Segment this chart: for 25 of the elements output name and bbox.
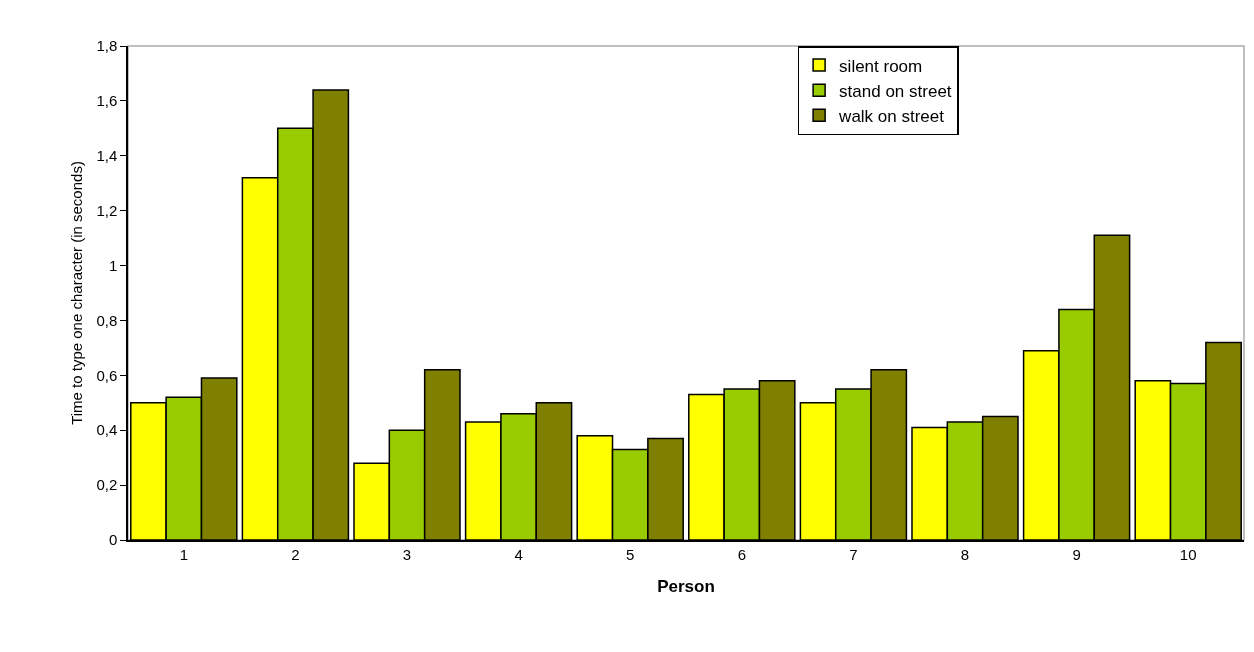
x-tick-label: 4 <box>514 545 523 563</box>
x-tick-label: 5 <box>626 545 635 563</box>
y-tick-label: 1,2 <box>96 201 118 219</box>
legend-label: stand on street <box>839 81 952 101</box>
x-tick-label: 2 <box>291 545 300 563</box>
y-axis-title: Time to type one character (in seconds) <box>68 161 86 425</box>
x-tick-label: 9 <box>1072 545 1081 563</box>
x-tick-label: 3 <box>402 545 412 563</box>
legend-label: walk on street <box>838 106 945 126</box>
legend-label: silent room <box>839 56 923 76</box>
x-axis-title: Person <box>657 576 715 596</box>
y-tick-label: 1 <box>108 256 118 274</box>
x-tick-label: 7 <box>849 545 858 563</box>
x-tick-label: 6 <box>737 545 746 563</box>
y-tick-label: 1,4 <box>96 147 118 165</box>
y-tick-label: 0,8 <box>96 311 118 329</box>
x-tick-label: 8 <box>960 545 970 563</box>
y-tick-label: 0 <box>108 531 118 549</box>
x-tick-label: 10 <box>1179 545 1197 563</box>
y-tick-label: 0,4 <box>96 421 118 439</box>
x-tick-label: 1 <box>179 545 188 563</box>
y-tick-label: 1,8 <box>96 37 118 55</box>
y-tick-label: 0,6 <box>96 366 118 384</box>
y-tick-label: 1,6 <box>96 92 118 110</box>
y-tick-label: 0,2 <box>96 476 118 494</box>
